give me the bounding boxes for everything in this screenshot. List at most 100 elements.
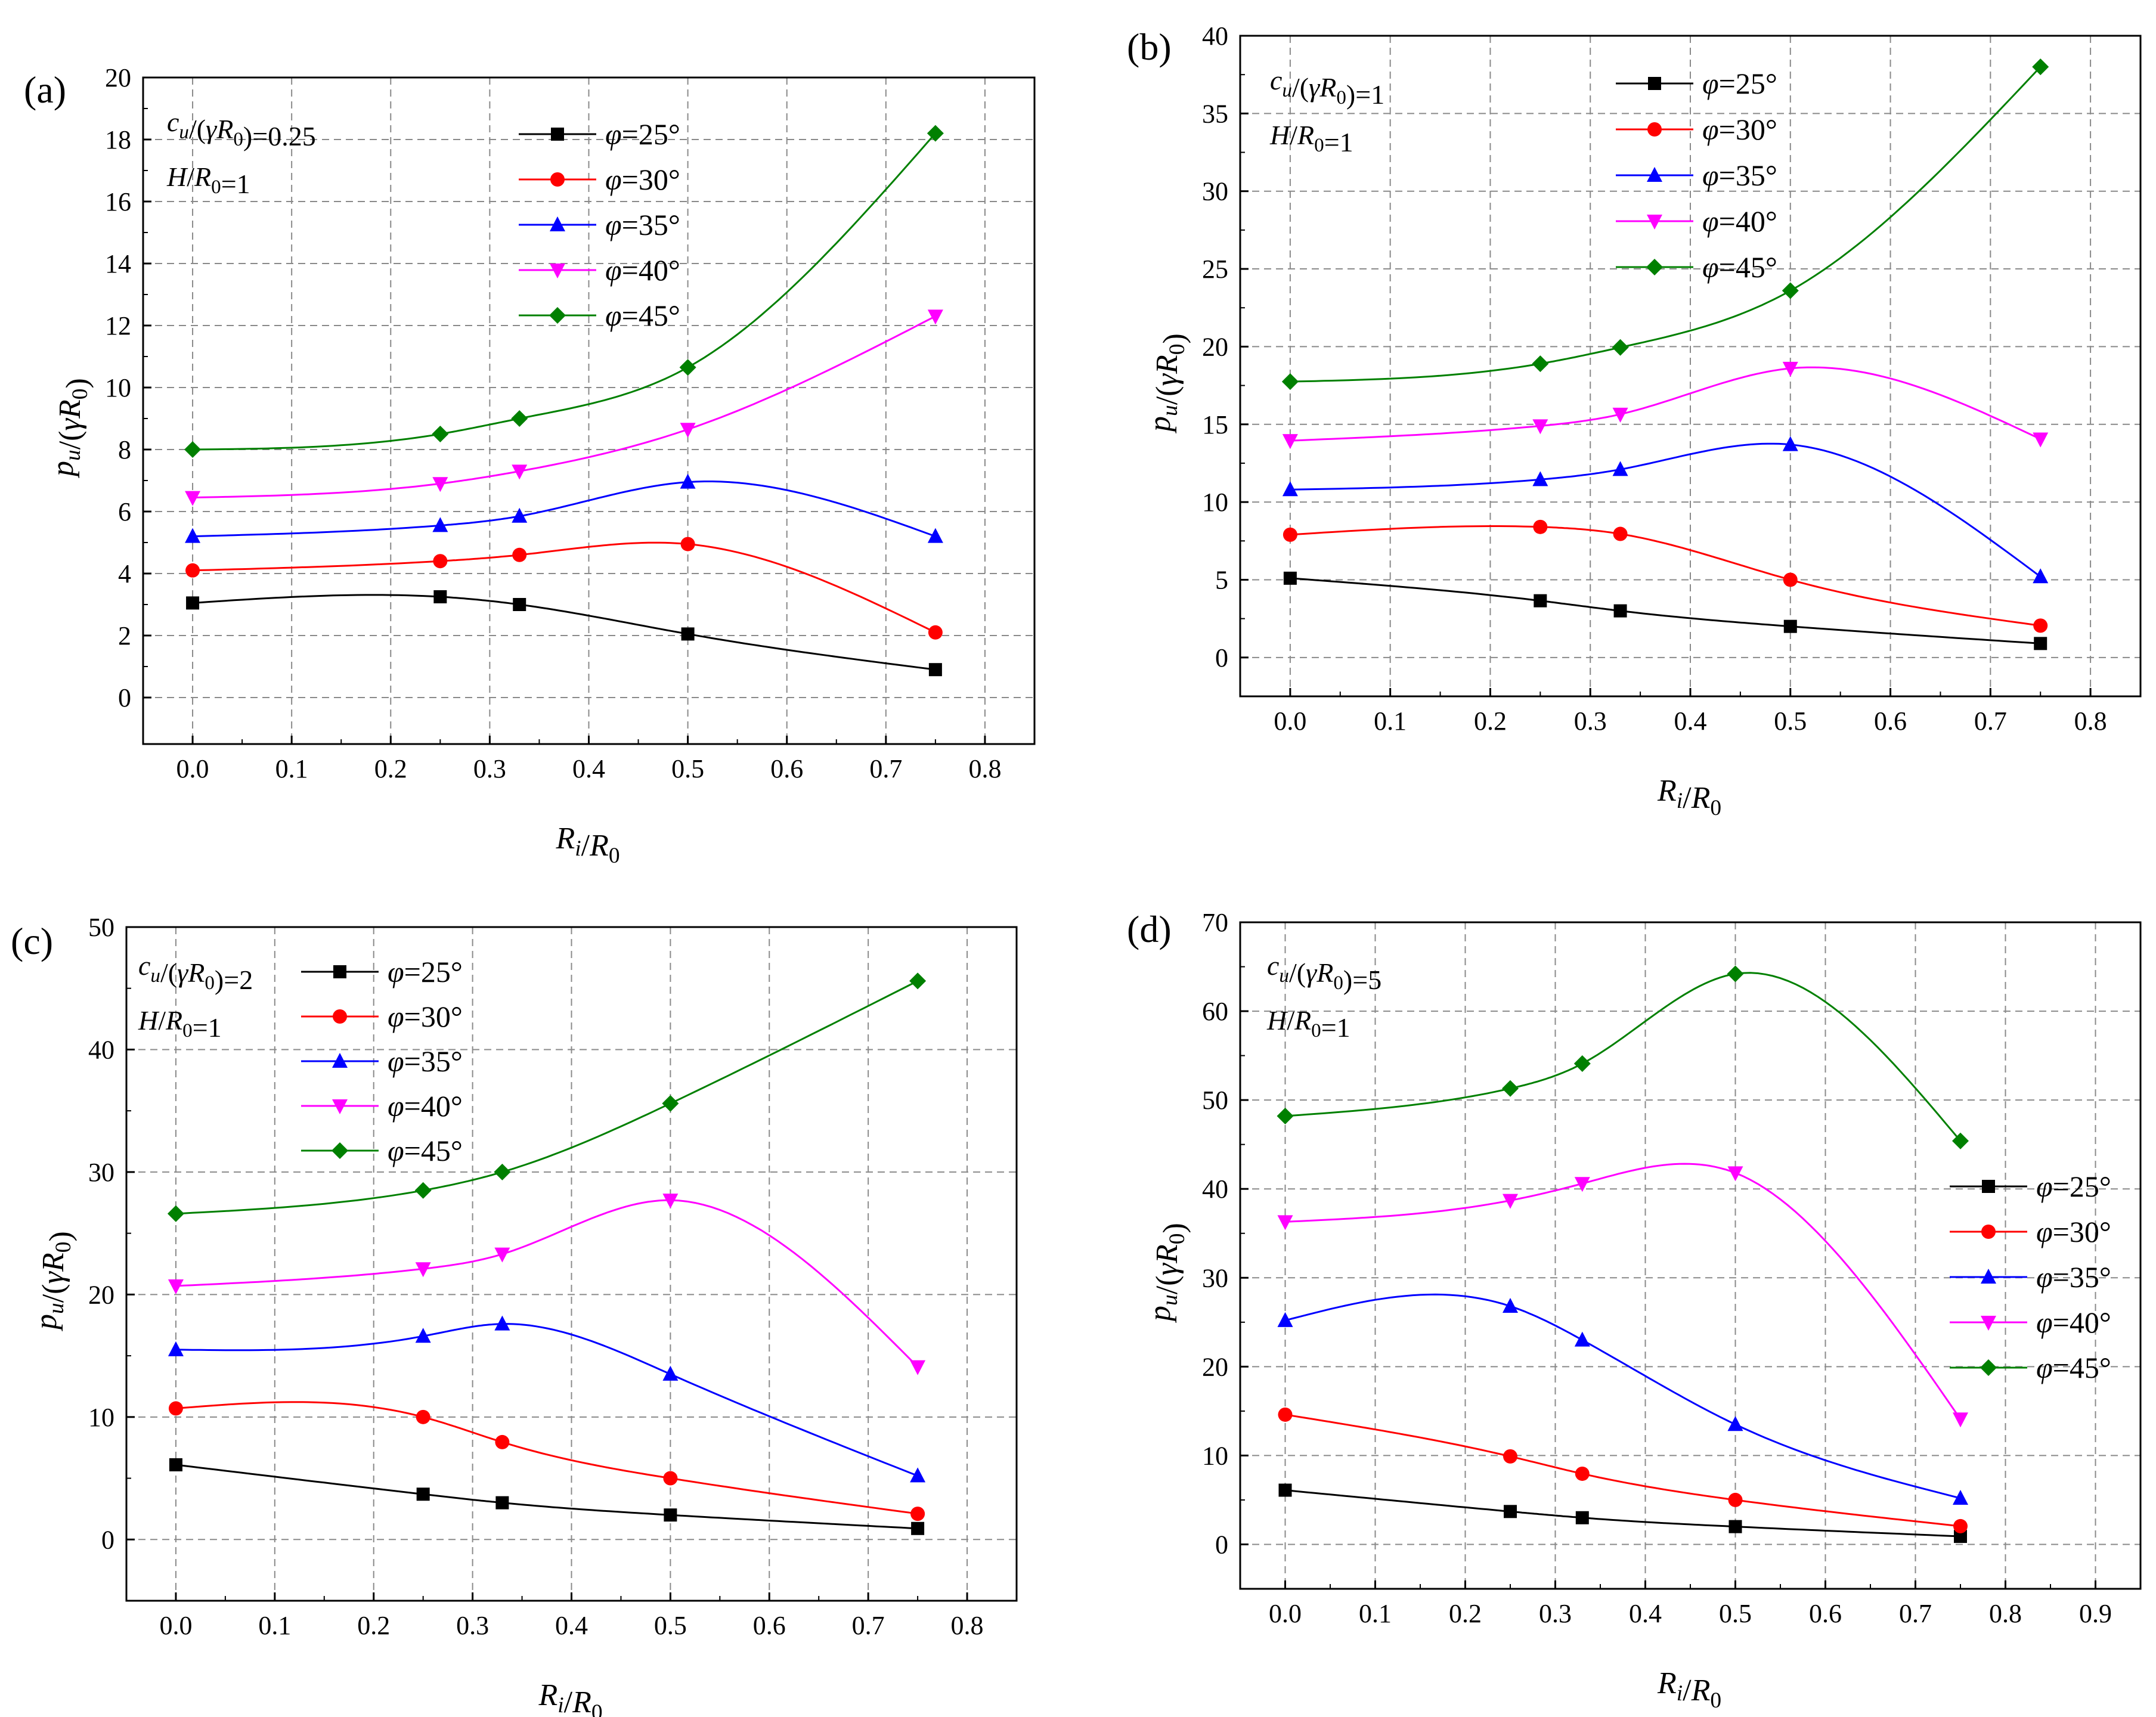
y-tick-label: 6 [118,497,131,526]
data-point [432,426,449,442]
series-5: φ=45° [167,972,927,1222]
data-point [512,547,527,562]
data-point [681,627,695,641]
y-tick-label: 5 [1215,565,1228,594]
series-5: φ=45° [1281,58,2049,390]
series-line [1285,972,1962,1142]
x-tick-label: 0.6 [753,1611,786,1640]
data-point [1612,407,1628,423]
data-point [1727,1166,1743,1182]
data-point [927,309,943,325]
data-point [1953,1489,1968,1505]
y-tick-label: 10 [1202,1441,1228,1470]
legend-label: φ=40° [2036,1306,2111,1339]
data-point [1532,355,1549,373]
legend-marker [1982,1180,1995,1193]
y-axis-label: pu/(γR0) [1143,1223,1191,1324]
data-point [680,537,695,551]
data-point [663,1471,678,1486]
data-point [185,563,200,578]
data-point [1277,1312,1293,1327]
data-point [662,1365,679,1381]
data-point [927,125,944,142]
x-tick-label: 0.2 [374,754,407,783]
x-tick-label: 0.7 [869,754,902,783]
chart-panel-3: 0.0 0.1 0.2 0.3 0.4 0.5 0.6 0.7 0.8 0 10 20 30 40 50 Ri… [11,913,1018,1717]
series-2: φ=30° [185,163,943,640]
x-tick-label: 0.7 [852,1611,885,1640]
series-line [193,315,936,499]
data-point [494,1163,511,1180]
data-point [911,1521,925,1535]
x-tick-label: 0.6 [1874,706,1907,736]
y-tick-label: 30 [1202,177,1228,206]
y-tick-label: 20 [1202,332,1228,361]
data-point [1282,481,1298,497]
annotation: cu/(γR0)=5 [1267,950,1381,995]
x-tick-label: 0.3 [473,754,506,783]
series-line [175,1401,918,1515]
data-point [1782,361,1798,377]
series-2: φ=30° [1283,113,2048,633]
data-point [1953,1412,1968,1428]
data-point [512,464,528,480]
data-point [1727,965,1744,983]
data-point [1503,1449,1517,1464]
series-line [1290,577,2041,644]
legend-label: φ=45° [605,299,680,332]
x-tick-label: 0.4 [1674,706,1707,736]
data-point [1503,1194,1518,1209]
legend-marker [1981,1225,1996,1239]
series-line [193,594,936,671]
series-line [175,980,918,1215]
data-point [186,596,200,610]
data-point [680,423,696,438]
y-tick-label: 0 [118,683,131,712]
x-tick-label: 0.0 [176,754,209,783]
series-3: φ=35° [1282,159,2049,584]
annotation: H/R0=1 [1266,1005,1350,1043]
annotation: cu/(γR0)=2 [138,950,253,995]
x-tick-label: 0.8 [2074,706,2107,736]
legend-label: φ=30° [388,1000,463,1033]
annotation: cu/(γR0)=0.25 [167,107,316,151]
y-tick-label: 18 [105,125,131,154]
y-tick-label: 8 [118,435,131,464]
data-point [910,1467,926,1483]
x-tick-label: 0.3 [1574,706,1607,736]
chart-panel-4: 0.0 0.1 0.2 0.3 0.4 0.5 0.6 0.7 0.8 0.9 0 10 20 30 40 5… [1127,908,2142,1713]
data-point [185,491,201,506]
data-point [910,1507,925,1521]
y-tick-label: 0 [1215,643,1228,672]
series-5: φ=45° [1277,965,2111,1384]
data-point [1574,1331,1590,1347]
data-point [1613,604,1627,618]
data-point [680,473,696,489]
data-point [1277,1107,1294,1124]
data-point [662,1095,679,1112]
data-point [1782,436,1798,451]
y-tick-label: 0 [1215,1530,1228,1559]
x-tick-label: 0.2 [1474,706,1507,736]
y-tick-label: 20 [88,1280,114,1309]
legend-marker [1647,167,1662,182]
data-point [433,554,448,569]
data-point [662,1194,679,1209]
series-4: φ=40° [1277,1163,2111,1428]
panel-label: (c) [11,920,53,962]
y-tick-label: 25 [1202,255,1228,284]
y-axis-label: pu/(γR0) [1143,333,1191,434]
x-tick-label: 0.8 [968,754,1001,783]
y-tick-label: 16 [105,187,131,216]
y-tick-label: 15 [1202,410,1228,439]
legend-marker [550,172,565,187]
x-tick-label: 0.4 [1629,1599,1662,1628]
data-point [909,972,927,990]
series-3: φ=35° [1277,1260,2111,1505]
chart-panel-1: 0.0 0.1 0.2 0.3 0.4 0.5 0.6 0.7 0.8 0 2 4 6 8 10 12 14 16… [24,63,1036,868]
y-tick-label: 4 [118,559,131,588]
series-3: φ=35° [185,208,943,543]
data-point [185,528,201,543]
legend-marker [549,307,566,324]
data-point [168,1341,184,1356]
